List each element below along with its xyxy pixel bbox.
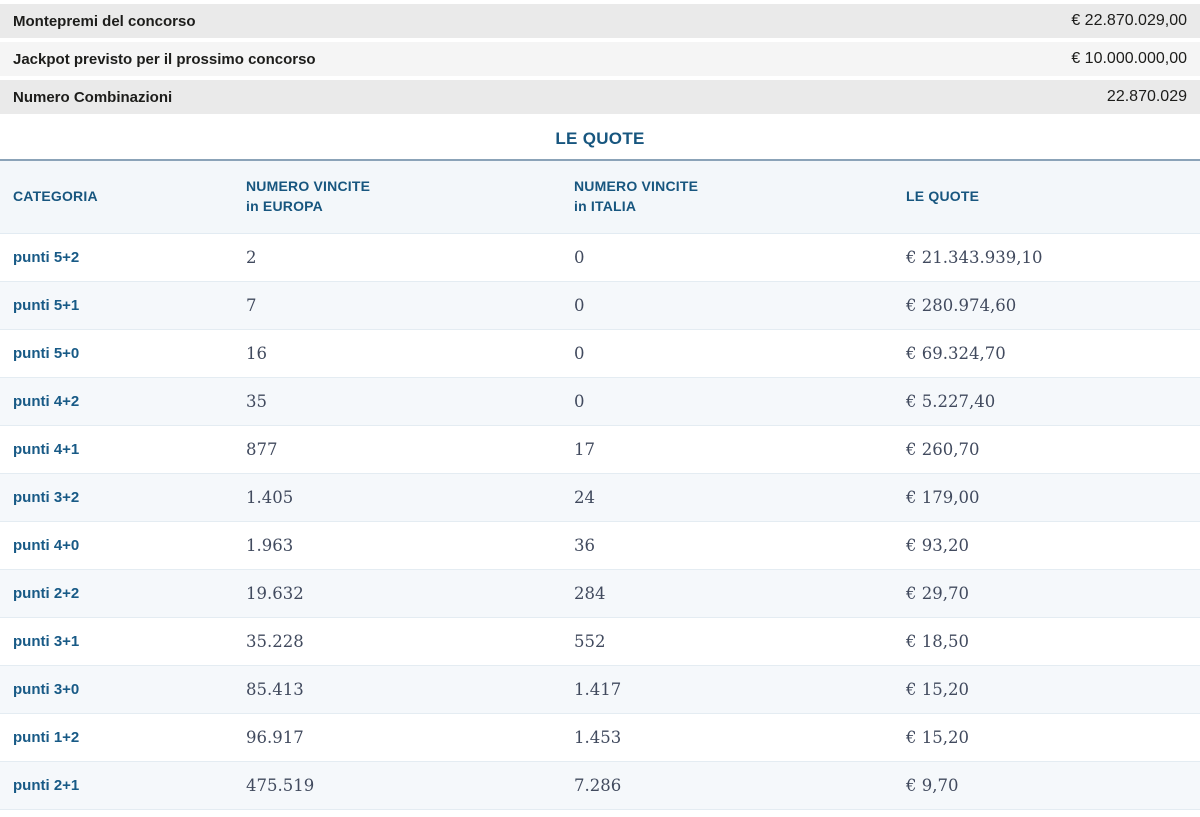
- quote-row: punti 3+1 35.228 552 € 18,50: [0, 617, 1200, 666]
- col-header-categoria-label: CATEGORIA: [13, 187, 98, 204]
- col-header-le-quote-label: LE QUOTE: [906, 187, 980, 204]
- col-header-vincite-italia-line1: NUMERO VINCITE: [574, 178, 699, 195]
- italy-wins-cell: 36: [561, 521, 893, 570]
- col-header-vincite-europa: NUMERO VINCITE in EUROPA: [233, 160, 561, 234]
- combinazioni-label: Numero Combinazioni: [13, 88, 173, 106]
- summary-row-combinazioni: Numero Combinazioni 22.870.029: [0, 80, 1200, 114]
- col-header-vincite-italia: NUMERO VINCITE in ITALIA: [561, 160, 893, 234]
- quote-cell: € 21.343.939,10: [893, 233, 1200, 282]
- quote-row: punti 3+0 85.413 1.417 € 15,20: [0, 665, 1200, 714]
- quote-row: punti 5+0 16 0 € 69.324,70: [0, 329, 1200, 378]
- quote-cell: € 260,70: [893, 425, 1200, 474]
- europe-wins-cell: 96.917: [233, 713, 561, 762]
- category-cell: punti 4+2: [0, 377, 233, 426]
- col-header-le-quote: LE QUOTE: [893, 160, 1200, 234]
- category-cell: punti 3+1: [0, 617, 233, 666]
- category-cell: punti 2+1: [0, 761, 233, 810]
- italy-wins-cell: 7.286: [561, 761, 893, 810]
- col-header-vincite-italia-line2: in ITALIA: [574, 197, 637, 214]
- quote-row: punti 2+2 19.632 284 € 29,70: [0, 569, 1200, 618]
- category-cell: punti 3+0: [0, 665, 233, 714]
- category-cell: punti 1+2: [0, 713, 233, 762]
- europe-wins-cell: 1.963: [233, 521, 561, 570]
- col-header-vincite-europa-line2: in EUROPA: [246, 197, 323, 214]
- quotes-table-body: punti 5+2 2 0 € 21.343.939,10 punti 5+1 7 0 € 2…: [0, 233, 1200, 810]
- europe-wins-cell: 475.519: [233, 761, 561, 810]
- europe-wins-cell: 877: [233, 425, 561, 474]
- quote-cell: € 15,20: [893, 665, 1200, 714]
- quote-row: punti 4+1 877 17 € 260,70: [0, 425, 1200, 474]
- category-cell: punti 3+2: [0, 473, 233, 522]
- italy-wins-cell: 0: [561, 281, 893, 330]
- jackpot-value: € 10.000.000,00: [1071, 50, 1187, 67]
- italy-wins-cell: 552: [561, 617, 893, 666]
- prize-summary: Montepremi del concorso € 22.870.029,00 …: [0, 0, 1200, 114]
- quote-cell: € 93,20: [893, 521, 1200, 570]
- summary-row-montepremi: Montepremi del concorso € 22.870.029,00: [0, 4, 1200, 38]
- category-cell: punti 4+0: [0, 521, 233, 570]
- italy-wins-cell: 0: [561, 329, 893, 378]
- section-title: LE QUOTE: [555, 128, 645, 148]
- quote-cell: € 5.227,40: [893, 377, 1200, 426]
- quote-row: punti 2+1 475.519 7.286 € 9,70: [0, 761, 1200, 810]
- quote-row: punti 4+2 35 0 € 5.227,40: [0, 377, 1200, 426]
- italy-wins-cell: 24: [561, 473, 893, 522]
- europe-wins-cell: 16: [233, 329, 561, 378]
- category-cell: punti 5+2: [0, 233, 233, 282]
- montepremi-label: Montepremi del concorso: [13, 12, 196, 30]
- combinazioni-value: 22.870.029: [1106, 88, 1187, 105]
- summary-row-jackpot: Jackpot previsto per il prossimo concors…: [0, 42, 1200, 76]
- italy-wins-cell: 284: [561, 569, 893, 618]
- quote-cell: € 9,70: [893, 761, 1200, 810]
- quote-row: punti 5+1 7 0 € 280.974,60: [0, 281, 1200, 330]
- europe-wins-cell: 19.632: [233, 569, 561, 618]
- italy-wins-cell: 1.453: [561, 713, 893, 762]
- europe-wins-cell: 1.405: [233, 473, 561, 522]
- quote-row: punti 5+2 2 0 € 21.343.939,10: [0, 233, 1200, 282]
- quote-row: punti 3+2 1.405 24 € 179,00: [0, 473, 1200, 522]
- jackpot-label: Jackpot previsto per il prossimo concors…: [13, 50, 316, 68]
- quotes-table: CATEGORIA NUMERO VINCITE in EUROPA NUMER…: [0, 159, 1200, 810]
- italy-wins-cell: 1.417: [561, 665, 893, 714]
- quote-cell: € 15,20: [893, 713, 1200, 762]
- italy-wins-cell: 17: [561, 425, 893, 474]
- montepremi-value: € 22.870.029,00: [1071, 12, 1187, 29]
- europe-wins-cell: 2: [233, 233, 561, 282]
- quote-row: punti 4+0 1.963 36 € 93,20: [0, 521, 1200, 570]
- category-cell: punti 4+1: [0, 425, 233, 474]
- quote-cell: € 29,70: [893, 569, 1200, 618]
- italy-wins-cell: 0: [561, 233, 893, 282]
- europe-wins-cell: 7: [233, 281, 561, 330]
- quote-row: punti 1+2 96.917 1.453 € 15,20: [0, 713, 1200, 762]
- europe-wins-cell: 85.413: [233, 665, 561, 714]
- quotes-table-header: CATEGORIA NUMERO VINCITE in EUROPA NUMER…: [0, 160, 1200, 234]
- col-header-categoria: CATEGORIA: [0, 160, 233, 234]
- quote-cell: € 179,00: [893, 473, 1200, 522]
- section-title-bar: LE QUOTE: [0, 118, 1200, 159]
- category-cell: punti 5+1: [0, 281, 233, 330]
- europe-wins-cell: 35.228: [233, 617, 561, 666]
- quote-cell: € 69.324,70: [893, 329, 1200, 378]
- col-header-vincite-europa-line1: NUMERO VINCITE: [246, 178, 371, 195]
- italy-wins-cell: 0: [561, 377, 893, 426]
- category-cell: punti 2+2: [0, 569, 233, 618]
- europe-wins-cell: 35: [233, 377, 561, 426]
- quote-cell: € 18,50: [893, 617, 1200, 666]
- quote-cell: € 280.974,60: [893, 281, 1200, 330]
- category-cell: punti 5+0: [0, 329, 233, 378]
